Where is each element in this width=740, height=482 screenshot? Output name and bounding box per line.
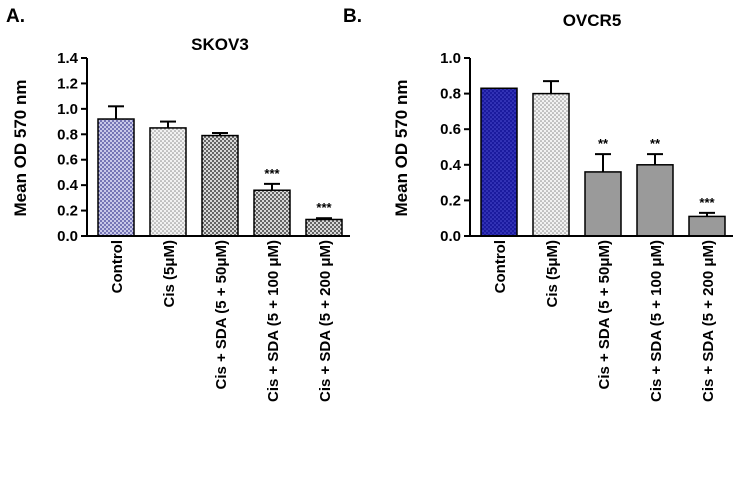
y-tick-label: 1.0 (57, 101, 78, 118)
category-label: Cis + SDA (5 + 100 μM) (648, 240, 665, 402)
panel-a-skov3: A. SKOV3 Mean OD 570 nm 0.0 0.2 0.4 0.6 0.8 1… (6, 6, 350, 402)
category-label: Cis (5μM) (161, 240, 178, 308)
category-label: Cis + SDA (5 + 50μM) (213, 240, 230, 390)
x-categories-a: Control Cis (5μM) Cis + SDA (5 + 50μM) Cis … (109, 240, 334, 402)
y-tick-label: 0.2 (440, 192, 461, 209)
bars-b: ** ***** (480, 80, 726, 237)
bar-b-3 (584, 171, 622, 237)
y-ticks-b: 0.0 0.2 0.4 0.6 0.8 1.0 (440, 50, 470, 245)
panel-letter-a: A. (6, 6, 25, 27)
y-tick-label: 0.2 (57, 203, 78, 220)
y-tick-label: 0.4 (440, 157, 462, 174)
bar-b-4 (636, 164, 674, 237)
panel-letter-b: B. (343, 6, 362, 27)
y-tick-label: 0.0 (57, 228, 78, 245)
category-label: Cis + SDA (5 + 200 μM) (317, 240, 334, 402)
chart-title-b: OVCR5 (563, 11, 622, 30)
y-ticks-a: 0.0 0.2 0.4 0.6 0.8 1.0 1.2 1.4 (57, 50, 87, 245)
bar-b-5 (688, 215, 726, 237)
panel-b-ovcr5: B. OVCR5 Mean OD 570 nm 0.0 0.2 0.4 0.6 0.8 1… (343, 6, 733, 402)
y-tick-label: 1.2 (57, 75, 78, 92)
category-label: Cis (5μM) (544, 240, 561, 308)
y-tick-label: 1.0 (440, 50, 461, 67)
significance-label: *** (264, 166, 280, 181)
chart-title-a: SKOV3 (191, 35, 249, 54)
y-axis-label-a: Mean OD 570 nm (11, 80, 30, 217)
y-tick-label: 0.8 (440, 86, 461, 103)
category-label: Cis + SDA (5 + 100 μM) (265, 240, 282, 402)
bars-a: *** *** (97, 105, 343, 237)
x-categories-b: Control Cis (5μM) Cis + SDA (5 + 50μM) Cis … (492, 240, 717, 402)
significance-label: *** (316, 200, 332, 215)
category-label: Cis + SDA (5 + 200 μM) (700, 240, 717, 402)
significance-label: ** (598, 136, 609, 151)
bar-a-3 (201, 134, 239, 237)
y-tick-label: 0.6 (57, 152, 78, 169)
bar-b-1 (480, 87, 518, 237)
bar-a-5 (305, 218, 343, 237)
bar-a-4 (253, 189, 291, 237)
significance-label: *** (699, 195, 715, 210)
category-label: Control (109, 240, 126, 293)
y-tick-label: 0.4 (57, 177, 79, 194)
y-axis-label-b: Mean OD 570 nm (392, 80, 411, 217)
y-tick-label: 0.6 (440, 121, 461, 138)
bar-b-2 (532, 92, 570, 237)
y-tick-label: 0.0 (440, 228, 461, 245)
bar-a-1 (97, 118, 135, 237)
bar-a-2 (149, 127, 187, 237)
category-label: Control (492, 240, 509, 293)
y-tick-label: 1.4 (57, 50, 79, 67)
category-label: Cis + SDA (5 + 50μM) (596, 240, 613, 390)
y-tick-label: 0.8 (57, 126, 78, 143)
significance-label: ** (650, 136, 661, 151)
